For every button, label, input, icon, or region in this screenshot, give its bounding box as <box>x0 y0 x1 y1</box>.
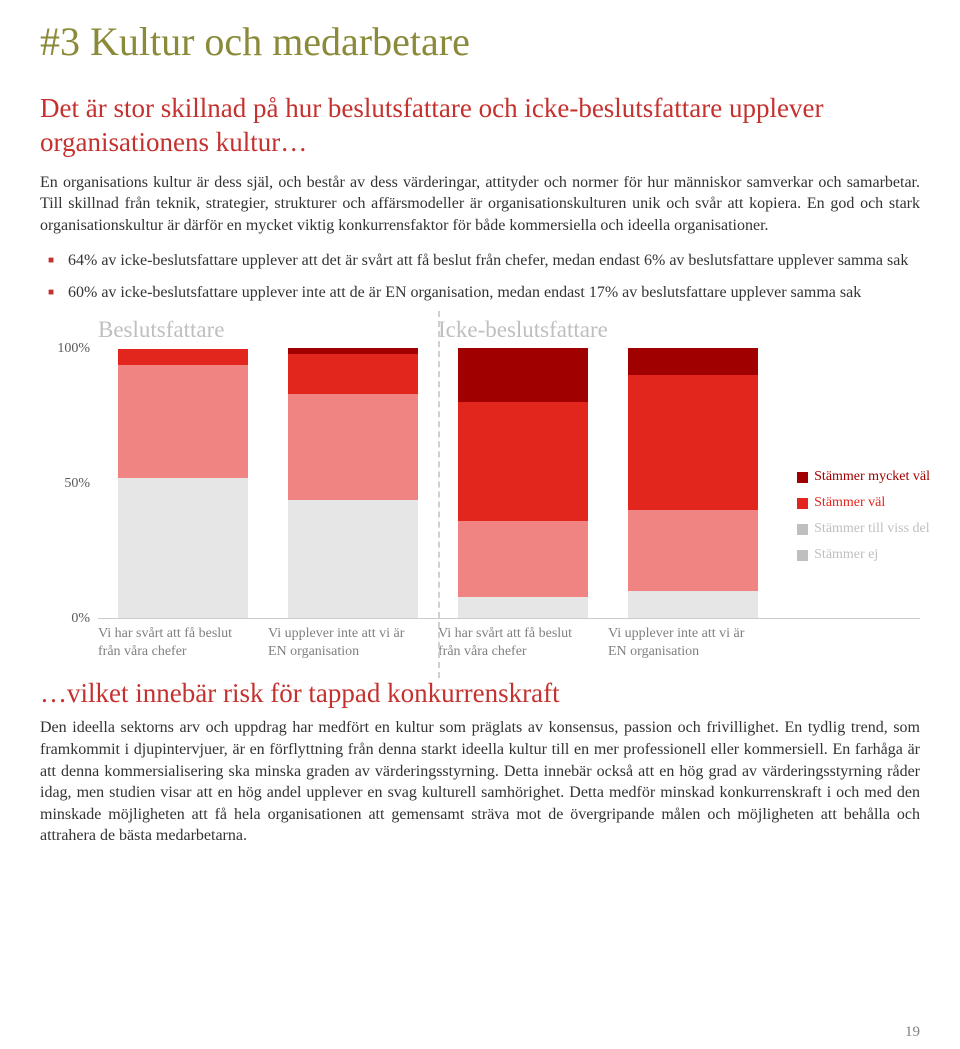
bar-segment-mycket <box>458 348 588 402</box>
bar-segment-val <box>288 354 418 395</box>
legend-item: Stämmer väl <box>797 495 930 511</box>
bullet-list: 64% av icke-beslutsfattare upplever att … <box>40 250 920 303</box>
bar-segment-ej <box>458 597 588 619</box>
legend-swatch <box>797 472 808 483</box>
x-axis-labels: Vi har svårt att få beslut från våra che… <box>40 625 920 660</box>
bar-segment-val <box>628 375 758 510</box>
page-number: 19 <box>905 1024 920 1041</box>
y-tick-label: 0% <box>71 611 90 627</box>
bar-slot <box>438 348 608 618</box>
section-subtitle: Det är stor skillnad på hur beslutsfatta… <box>40 92 920 160</box>
legend-swatch <box>797 550 808 561</box>
chart-area: 100%50%0% Stämmer mycket välStämmer välS… <box>40 349 920 619</box>
page-title: #3 Kultur och medarbetare <box>40 20 920 64</box>
closing-paragraph: Den ideella sektorns arv och uppdrag har… <box>40 717 920 847</box>
chart-divider <box>438 311 440 678</box>
legend-label: Stämmer till viss del <box>814 521 930 537</box>
legend-item: Stämmer mycket väl <box>797 469 930 485</box>
legend-label: Stämmer väl <box>814 495 885 511</box>
stacked-bar <box>628 348 758 618</box>
chart-header-left: Beslutsfattare <box>98 317 438 343</box>
y-tick-label: 100% <box>57 341 90 357</box>
legend-label: Stämmer mycket väl <box>814 469 930 485</box>
bar-segment-ej <box>118 478 248 618</box>
intro-paragraph: En organisations kultur är dess själ, oc… <box>40 172 920 237</box>
x-axis-label: Vi har svårt att få beslut från våra che… <box>98 625 268 660</box>
bar-segment-viss <box>628 510 758 591</box>
legend-item: Stämmer till viss del <box>797 521 930 537</box>
bar-segment-viss <box>118 365 248 478</box>
bar-segment-ej <box>628 591 758 618</box>
bullet-item: 60% av icke-beslutsfattare upplever inte… <box>40 282 920 304</box>
bar-segment-val <box>118 349 248 365</box>
x-axis-label: Vi har svårt att få beslut från våra che… <box>438 625 608 660</box>
chart-legend: Stämmer mycket väl Stämmer väl Stämmer til… <box>797 469 930 573</box>
legend-item: Stämmer ej <box>797 547 930 563</box>
stacked-bar <box>458 348 588 618</box>
y-tick-label: 50% <box>64 476 90 492</box>
stacked-bar <box>288 348 418 618</box>
legend-swatch <box>797 524 808 535</box>
chart-headers: Beslutsfattare Icke-beslutsfattare <box>40 317 920 343</box>
x-axis-label: Vi upplever inte att vi är EN organisati… <box>268 625 438 660</box>
bar-segment-viss <box>458 521 588 597</box>
section-subtitle-2: …vilket innebär risk för tappad konkurre… <box>40 678 920 709</box>
bar-slot <box>268 348 438 618</box>
legend-label: Stämmer ej <box>814 547 878 563</box>
bar-segment-mycket <box>628 348 758 375</box>
bar-segment-val <box>458 402 588 521</box>
x-axis-label: Vi upplever inte att vi är EN organisati… <box>608 625 778 660</box>
bar-slot <box>608 348 778 618</box>
bar-segment-viss <box>288 394 418 499</box>
legend-swatch <box>797 498 808 509</box>
y-axis: 100%50%0% <box>40 349 98 619</box>
chart-header-right: Icke-beslutsfattare <box>438 317 778 343</box>
stacked-bar <box>118 349 248 619</box>
chart-container: Beslutsfattare Icke-beslutsfattare 100%5… <box>40 317 920 660</box>
bullet-item: 64% av icke-beslutsfattare upplever att … <box>40 250 920 272</box>
bar-segment-ej <box>288 500 418 619</box>
bar-slot <box>98 349 268 619</box>
